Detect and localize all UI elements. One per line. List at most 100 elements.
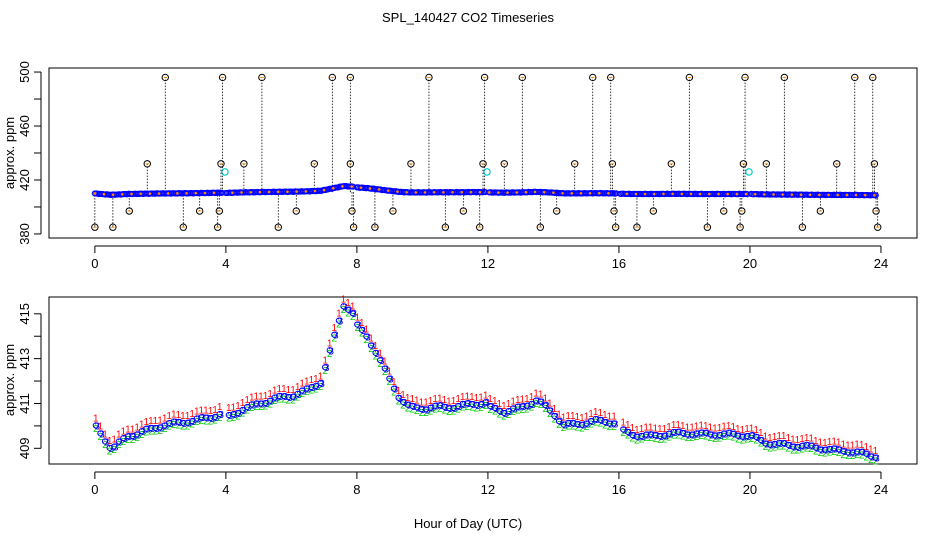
series-1-marker: 1 [717,423,723,434]
series-1-marker: 1 [506,399,512,410]
spike-marker [610,207,618,215]
series-2-marker: 2 [478,403,484,414]
series-1-marker: 1 [336,309,342,320]
series-o-marker [551,412,558,420]
baseline-point-accent [772,193,775,196]
series-1-marker: 1 [634,425,640,436]
series-1-marker: 1 [570,411,576,422]
spike-marker [217,160,225,168]
baseline-point-accent [387,189,390,192]
series-2-marker: 2 [607,422,613,433]
spike-marker [328,73,337,82]
series-1-marker: 1 [730,422,736,433]
series-1-marker: 1 [162,414,168,425]
series-2-marker: 2 [575,423,581,434]
series-1-marker: 1 [171,410,177,421]
series-2-marker: 2 [639,435,645,446]
series-2-marker: 2 [373,352,379,363]
series-1-marker: 1 [588,409,594,420]
series-o-marker [853,448,861,455]
series-1-marker: 1 [423,397,429,408]
series-o-marker [358,326,365,333]
series-2-marker: 2 [341,305,347,316]
series-1-marker: 1 [121,426,127,437]
series-2-marker: 2 [295,392,301,403]
spike-marker [741,73,749,82]
series-2-marker: 2 [850,451,856,462]
series-o-marker [519,403,526,410]
series-1-marker: 1 [226,403,232,414]
series-o-marker [340,303,347,310]
baseline-point-accent [854,193,858,197]
series-2-marker: 2 [107,447,113,458]
series-1-marker: 1 [125,424,131,435]
series-1-marker: 1 [322,355,328,366]
baseline-point-accent [460,190,464,194]
series-1-marker: 1 [781,431,787,442]
baseline-point-accent [781,193,785,196]
series-2-marker: 2 [290,395,296,406]
series-1-marker: 1 [565,411,571,422]
baseline-point-accent [414,191,418,194]
series-2-marker: 2 [620,428,626,439]
series-1-marker: 1 [460,392,466,403]
series-1-marker: 1 [276,384,282,395]
bottom-y-tick-label: 409 [17,437,32,459]
series-2-marker: 2 [588,420,594,431]
series-1-marker: 1 [758,428,764,439]
series-1-marker: 1 [153,416,159,427]
series-2-marker: 2 [483,401,489,412]
series-1-marker: 1 [675,420,681,431]
bottom-x-tick-label: 8 [353,482,360,497]
series-1-marker: 1 [313,374,319,385]
series-2-marker: 2 [506,410,512,421]
baseline-point-accent [818,193,821,197]
series-2-marker: 2 [795,446,801,457]
series-1-marker: 1 [299,379,305,390]
series-2-marker: 2 [281,395,287,406]
baseline-point-accent [368,187,372,190]
series-1-marker: 1 [556,409,562,420]
series-o-marker [633,433,641,440]
series-1-marker: 1 [593,407,599,418]
spike-marker [607,73,615,82]
series-o-marker [514,403,521,410]
series-2-marker: 2 [533,399,539,410]
series-1-marker: 1 [611,412,617,423]
series-2-marker: 2 [368,344,374,355]
spike-marker [611,223,620,231]
series-2-marker: 2 [703,431,709,442]
series-2-marker: 2 [822,448,828,459]
bottom-x-axis: 0 4 8 12 16 20 24 [91,471,888,497]
series-o-marker [606,420,613,427]
baseline-point-accent [258,190,262,194]
series-2-marker: 2 [451,407,457,418]
baseline-point-accent [332,186,335,190]
series-1-marker: 1 [533,389,539,400]
series-o-marker [757,436,764,444]
series-1-marker: 1 [868,445,874,456]
baseline-point-accent [753,192,757,196]
series-2-marker: 2 [235,412,241,423]
series-1-marker: 1 [735,424,741,435]
baseline-point-accent [588,191,592,195]
top-x-tick-label: 4 [222,256,229,271]
series-o-marker [335,317,342,324]
series-1-marker: 1 [111,435,117,446]
bottom-x-tick-label: 0 [91,482,98,497]
baseline-point-accent [240,191,243,194]
series-2-marker: 2 [226,414,232,425]
series-2-marker: 2 [405,403,411,414]
series-2-marker: 2 [464,402,470,413]
spike-marker [720,207,728,215]
series-1-marker: 1 [98,422,104,433]
series-1-marker: 1 [368,334,374,345]
series-2-marker: 2 [153,427,159,438]
series-2-marker: 2 [657,435,663,446]
spike-marker [240,160,248,168]
spike-marker [441,223,450,231]
series-o-marker [253,400,260,407]
spike-marker [292,207,300,215]
spike-marker [389,207,397,215]
baseline-point-accent [827,193,830,197]
